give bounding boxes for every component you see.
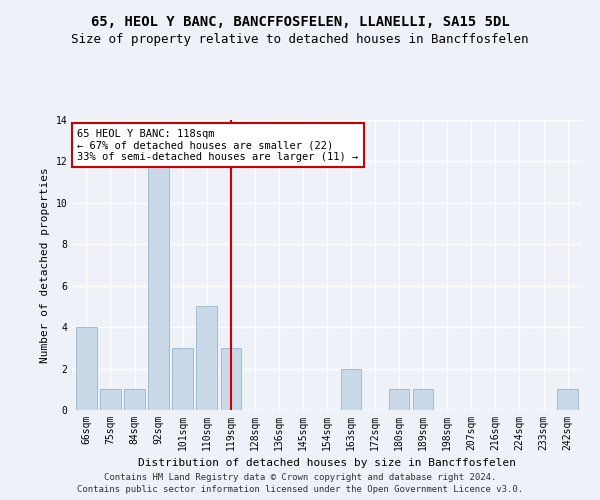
Text: 65 HEOL Y BANC: 118sqm
← 67% of detached houses are smaller (22)
33% of semi-det: 65 HEOL Y BANC: 118sqm ← 67% of detached… [77,128,358,162]
Bar [413,390,433,410]
Text: Contains public sector information licensed under the Open Government Licence v3: Contains public sector information licen… [77,485,523,494]
Y-axis label: Number of detached properties: Number of detached properties [40,167,50,363]
Bar [389,390,409,410]
Bar [76,327,97,410]
Bar [557,390,578,410]
Text: Size of property relative to detached houses in Bancffosfelen: Size of property relative to detached ho… [71,32,529,46]
Bar [196,306,217,410]
X-axis label: Distribution of detached houses by size in Bancffosfelen: Distribution of detached houses by size … [138,458,516,468]
Text: Contains HM Land Registry data © Crown copyright and database right 2024.: Contains HM Land Registry data © Crown c… [104,472,496,482]
Text: 65, HEOL Y BANC, BANCFFOSFELEN, LLANELLI, SA15 5DL: 65, HEOL Y BANC, BANCFFOSFELEN, LLANELLI… [91,15,509,29]
Bar [100,390,121,410]
Bar [221,348,241,410]
Bar [148,162,169,410]
Bar [124,390,145,410]
Bar [341,368,361,410]
Bar [172,348,193,410]
